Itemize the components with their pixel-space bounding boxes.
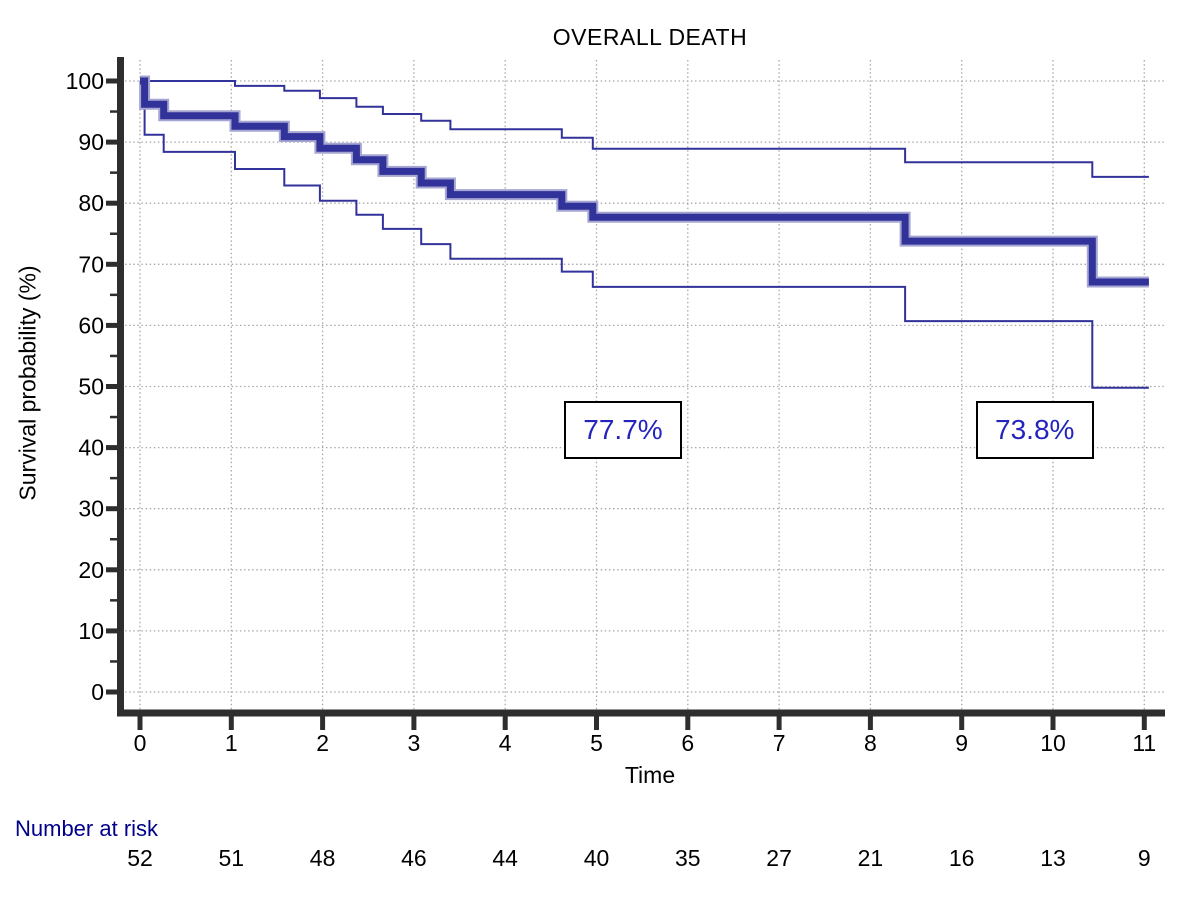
number-at-risk-label: Number at risk <box>15 816 159 841</box>
y-tick-label: 80 <box>78 190 104 216</box>
x-tick-label: 10 <box>1040 730 1066 756</box>
risk-count: 51 <box>218 845 245 871</box>
risk-count: 35 <box>675 845 701 871</box>
risk-count: 46 <box>401 845 427 871</box>
risk-count: 9 <box>1137 845 1151 871</box>
risk-count: 44 <box>492 845 518 871</box>
y-tick-label: 90 <box>78 129 104 155</box>
x-tick-label: 2 <box>316 730 329 756</box>
y-tick-label: 50 <box>78 374 104 400</box>
survival-curve-halo <box>139 75 1149 288</box>
x-tick-label: 7 <box>773 730 786 756</box>
annotation-box-77: 77.7% <box>563 401 682 460</box>
number-at-risk-row: 52 51 48 46 44 40 35 27 21 16 13 9 <box>0 845 1200 875</box>
y-tick-label: 100 <box>66 68 104 94</box>
x-tick-label: 3 <box>408 730 421 756</box>
risk-count: 52 <box>127 845 153 871</box>
risk-count: 16 <box>948 845 975 871</box>
y-axis-label: Survival probability (%) <box>14 265 41 501</box>
x-tick-label: 1 <box>225 730 238 756</box>
risk-count: 40 <box>583 845 610 871</box>
y-tick-label: 30 <box>78 496 104 522</box>
upper-ci-curve <box>140 80 1149 178</box>
y-tick-label: 70 <box>78 251 104 277</box>
x-tick-label: 11 <box>1132 730 1156 756</box>
x-axis-label: Time <box>624 762 676 788</box>
survival-curve <box>140 77 1149 286</box>
x-tick-label: 4 <box>499 730 512 756</box>
x-tick-label: 8 <box>864 730 877 756</box>
lower-ci-curve <box>140 80 1149 389</box>
x-tick-label: 9 <box>955 730 968 756</box>
y-tick-label: 10 <box>78 618 104 644</box>
risk-count: 13 <box>1040 845 1066 871</box>
x-tick-label: 6 <box>681 730 694 756</box>
chart-title: OVERALL DEATH <box>552 24 748 50</box>
risk-count: 48 <box>309 845 336 871</box>
y-tick-label: 20 <box>78 557 104 583</box>
x-tick-label: 0 <box>134 730 147 756</box>
y-tick-label: 0 <box>91 679 104 705</box>
risk-count: 27 <box>766 845 792 871</box>
plot-area: 0 10 20 30 40 50 60 70 80 90 100 0 1 2 3 4 5 6 7 8 9 10 11 <box>66 57 1165 756</box>
y-tick-label: 40 <box>78 435 104 461</box>
y-tick-label: 60 <box>78 312 104 338</box>
annotation-box-73: 73.8% <box>975 401 1094 460</box>
risk-count: 21 <box>857 845 884 871</box>
x-tick-label: 5 <box>590 730 603 756</box>
